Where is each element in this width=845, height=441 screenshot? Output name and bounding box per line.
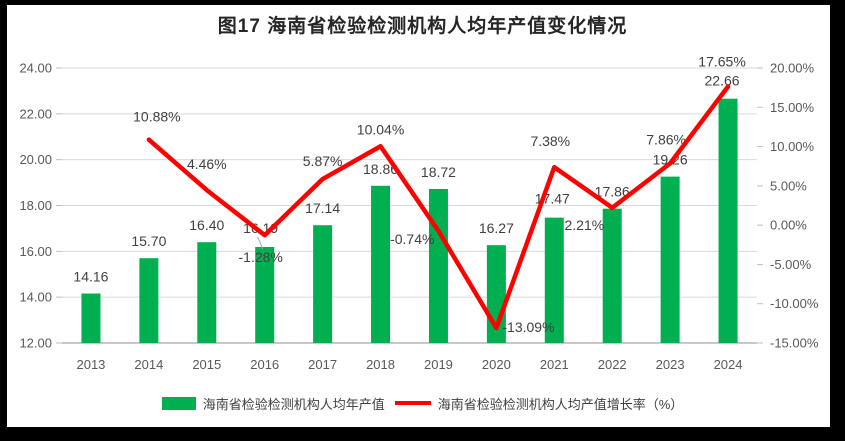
svg-text:14.16: 14.16 (73, 269, 108, 285)
bar-2017 (313, 225, 333, 343)
right-axis-labels: 20.00% 15.00% 10.00% 5.00% 0.00% -5.00% -10.00… (770, 61, 819, 351)
svg-text:5.87%: 5.87% (303, 153, 343, 169)
svg-text:-10.00%: -10.00% (770, 296, 819, 311)
svg-text:4.46%: 4.46% (187, 156, 227, 172)
svg-text:17.86: 17.86 (595, 184, 630, 200)
svg-text:20.00: 20.00 (19, 152, 52, 167)
legend-item-line-series: 海南省检验检测机构人均产值增长率（%） (394, 394, 684, 413)
svg-text:15.70: 15.70 (131, 233, 166, 249)
x-axis-labels: 2013 2014 2015 2016 2017 2018 2019 2020 2021 2022… (76, 357, 742, 372)
left-axis-labels: 24.00 22.00 20.00 18.00 16.00 14.00 12.00 (19, 61, 52, 351)
svg-text:14.00: 14.00 (19, 290, 52, 305)
chart-legend: 海南省检验检测机构人均年产值 海南省检验检测机构人均产值增长率（%） (0, 393, 845, 413)
svg-text:-15.00%: -15.00% (770, 336, 819, 351)
svg-text:15.00%: 15.00% (770, 100, 815, 115)
svg-text:12.00: 12.00 (19, 336, 52, 351)
svg-text:10.04%: 10.04% (357, 121, 404, 137)
svg-text:2022: 2022 (598, 357, 627, 372)
svg-text:2019: 2019 (424, 357, 453, 372)
svg-text:17.65%: 17.65% (698, 53, 745, 69)
legend-item-bar-series: 海南省检验检测机构人均年产值 (161, 394, 385, 413)
svg-text:7.38%: 7.38% (530, 133, 570, 149)
bar-series-swatch (161, 396, 196, 410)
svg-text:10.00%: 10.00% (770, 139, 815, 154)
svg-text:24.00: 24.00 (19, 61, 52, 76)
gridlines (62, 67, 757, 344)
bar-2015 (197, 242, 217, 343)
bar-2016 (255, 246, 275, 343)
legend-label-bar-series: 海南省检验检测机构人均年产值 (202, 396, 385, 412)
svg-text:2021: 2021 (540, 357, 569, 372)
svg-text:2017: 2017 (308, 357, 337, 372)
bar-2014 (139, 258, 159, 343)
bar-2024 (718, 98, 738, 343)
bar-series (81, 98, 738, 343)
svg-text:16.00: 16.00 (19, 244, 52, 259)
svg-text:7.86%: 7.86% (646, 131, 686, 147)
svg-text:2020: 2020 (482, 357, 511, 372)
svg-text:5.00%: 5.00% (770, 178, 807, 193)
svg-text:17.14: 17.14 (305, 200, 340, 216)
growth-rate-line (146, 84, 731, 331)
svg-text:18.72: 18.72 (421, 164, 456, 180)
svg-text:10.88%: 10.88% (133, 109, 180, 125)
bar-2013 (81, 293, 101, 343)
svg-text:2.21%: 2.21% (565, 217, 605, 233)
svg-text:16.40: 16.40 (189, 217, 224, 233)
bar-2021 (544, 217, 564, 343)
label-leader-line (257, 236, 264, 250)
svg-text:-0.74%: -0.74% (390, 231, 434, 247)
svg-text:-1.28%: -1.28% (239, 249, 283, 265)
svg-text:0.00%: 0.00% (770, 218, 807, 233)
svg-text:22.66: 22.66 (705, 73, 740, 89)
svg-text:20.00%: 20.00% (770, 61, 815, 76)
line-value-labels: 10.88% 4.46% -1.28% 5.87% 10.04% -0.74% -13.09… (133, 53, 746, 335)
svg-text:2023: 2023 (656, 357, 685, 372)
axis-tick-marks (56, 67, 763, 344)
line-series-swatch (394, 401, 431, 405)
line-series (146, 84, 731, 331)
svg-text:2024: 2024 (714, 357, 743, 372)
svg-text:18.86: 18.86 (363, 161, 398, 177)
svg-text:22.00: 22.00 (19, 106, 52, 121)
legend-label-line-series: 海南省检验检测机构人均产值增长率（%） (437, 396, 684, 412)
svg-text:2016: 2016 (250, 357, 279, 372)
svg-text:2015: 2015 (192, 357, 221, 372)
bar-2019 (428, 189, 448, 343)
svg-text:-13.09%: -13.09% (502, 319, 554, 335)
bar-2023 (660, 176, 680, 343)
chart-title: 图17 海南省检验检测机构人均年产值变化情况 (217, 16, 628, 37)
svg-text:2018: 2018 (366, 357, 395, 372)
svg-text:2014: 2014 (134, 357, 163, 372)
svg-text:-5.00%: -5.00% (770, 257, 812, 272)
bar-2018 (371, 185, 391, 343)
svg-text:18.00: 18.00 (19, 198, 52, 213)
svg-text:2013: 2013 (76, 357, 105, 372)
svg-text:16.27: 16.27 (479, 220, 514, 236)
bar-2022 (602, 208, 622, 343)
